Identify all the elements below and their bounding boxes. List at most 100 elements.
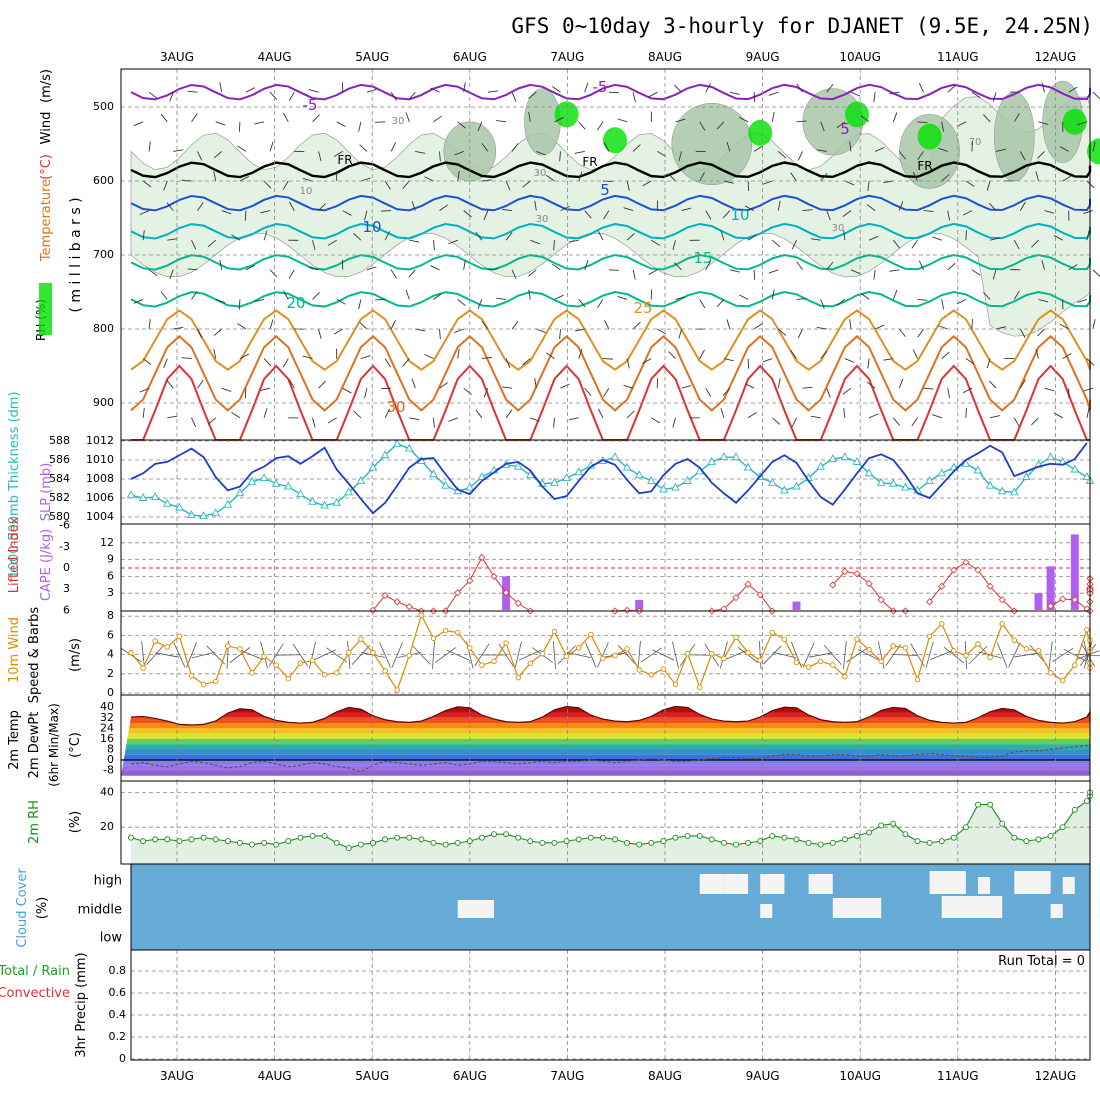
rh2m-point bbox=[720, 839, 727, 846]
rh2m-point bbox=[466, 838, 473, 845]
wind-barb bbox=[744, 383, 755, 389]
wind-barb bbox=[302, 355, 313, 360]
wind-barb bbox=[457, 299, 466, 307]
rh2m-point bbox=[696, 832, 703, 839]
thickness-point bbox=[973, 465, 983, 474]
rh2m-point bbox=[660, 838, 667, 845]
wind-barb bbox=[873, 269, 876, 280]
wind-barb bbox=[496, 120, 507, 123]
wind-speed-point bbox=[515, 674, 521, 681]
wind-barb bbox=[415, 150, 426, 154]
wind-barb bbox=[632, 269, 636, 280]
wind-10m-barb bbox=[930, 650, 954, 660]
wind-barb bbox=[802, 386, 813, 389]
wind-speed-point bbox=[890, 643, 897, 649]
wind-barb bbox=[816, 326, 827, 330]
lifted-index-point bbox=[514, 599, 522, 607]
wind-speed-point bbox=[539, 650, 546, 657]
wind-barb bbox=[1041, 260, 1045, 270]
wind-barb bbox=[632, 321, 641, 330]
slp-tick-label: 1008 bbox=[86, 472, 114, 485]
wind-barb bbox=[546, 352, 555, 359]
thickness-point bbox=[441, 480, 450, 489]
rh-high-area bbox=[603, 127, 627, 154]
wind-barb bbox=[777, 378, 781, 389]
wind-barb bbox=[849, 141, 852, 152]
lifted-index-point bbox=[756, 591, 764, 599]
wind-barb bbox=[1092, 141, 1096, 152]
isotherm-line bbox=[130, 161, 1092, 179]
wind-barb bbox=[941, 174, 950, 182]
wind-barb bbox=[336, 121, 346, 128]
temp-band bbox=[121, 754, 1090, 760]
rh-contour-label: 70 bbox=[969, 137, 982, 148]
wind-10m-barb bbox=[435, 647, 457, 663]
cloud-level-label: middle bbox=[78, 903, 122, 918]
rh2m-point bbox=[454, 839, 461, 846]
wind-barb bbox=[483, 388, 489, 398]
wind-speed-point bbox=[430, 635, 437, 642]
wind-barb bbox=[375, 121, 386, 123]
wind-barb bbox=[791, 417, 797, 428]
wind-barb bbox=[729, 91, 740, 95]
temp-band bbox=[121, 770, 1090, 776]
wind-speed-point bbox=[285, 675, 292, 682]
wind-barb bbox=[166, 380, 174, 389]
wind-barb bbox=[892, 239, 900, 249]
wind-barb bbox=[390, 319, 397, 330]
rh2m-point bbox=[140, 838, 147, 845]
rh2m-point bbox=[430, 839, 437, 846]
rh2m-point bbox=[636, 841, 643, 848]
cloud-high-gap bbox=[1014, 871, 1051, 894]
wind-barb bbox=[312, 240, 316, 250]
rh2m-point bbox=[866, 829, 873, 836]
wind-barb bbox=[720, 230, 725, 241]
wind-barb bbox=[207, 239, 216, 248]
wind-speed-point bbox=[842, 673, 848, 680]
wind-speed-point bbox=[442, 627, 449, 634]
wind-barb bbox=[560, 205, 570, 212]
wind-barb bbox=[430, 265, 440, 271]
wind-barb bbox=[221, 210, 232, 215]
wind-speed-point bbox=[370, 649, 376, 656]
rh2m-point bbox=[612, 836, 618, 843]
top-date-label: 7AUG bbox=[550, 50, 584, 64]
wind-barb bbox=[842, 210, 852, 217]
wind-barb bbox=[511, 92, 517, 102]
cape-bar bbox=[1070, 534, 1079, 610]
wind-barb bbox=[962, 387, 973, 394]
wind-speed-point bbox=[696, 684, 703, 690]
wind-10m-barb bbox=[585, 642, 597, 668]
wind-10m-barb bbox=[758, 641, 762, 669]
wind-barb bbox=[364, 210, 368, 221]
wind-barb bbox=[463, 387, 472, 395]
isotherm-label: FR bbox=[582, 155, 597, 169]
wind-10m-barb bbox=[514, 641, 522, 669]
wind-speed-point bbox=[805, 664, 812, 670]
wind-speed-point bbox=[963, 652, 969, 659]
wind-barb bbox=[302, 177, 313, 182]
wind-barb bbox=[359, 144, 368, 152]
rh2m-point bbox=[648, 839, 655, 846]
wind-barb bbox=[965, 180, 975, 187]
wind-barb bbox=[502, 386, 513, 389]
dewpoint-line bbox=[130, 742, 1091, 773]
wind-barb bbox=[705, 210, 712, 220]
wind-speed-point bbox=[551, 628, 558, 635]
bottom-date-label: 7AUG bbox=[550, 1069, 584, 1083]
wind-barb bbox=[772, 417, 781, 425]
wind-barb bbox=[738, 294, 749, 300]
wind-barb bbox=[1077, 121, 1088, 126]
wind-speed-point bbox=[309, 657, 316, 664]
wind-speed-point bbox=[672, 681, 679, 688]
wind-barb bbox=[244, 210, 247, 221]
wind-speed-point bbox=[1084, 626, 1090, 633]
wind-barb bbox=[289, 201, 295, 211]
wind-barb bbox=[552, 263, 561, 271]
wind-barb bbox=[213, 328, 222, 336]
wind-barb bbox=[584, 260, 589, 270]
wind-barb bbox=[923, 387, 934, 390]
wind-barb bbox=[574, 150, 585, 154]
wind-10m-barb bbox=[1008, 642, 1021, 668]
wind-10m-barb bbox=[996, 642, 1008, 668]
